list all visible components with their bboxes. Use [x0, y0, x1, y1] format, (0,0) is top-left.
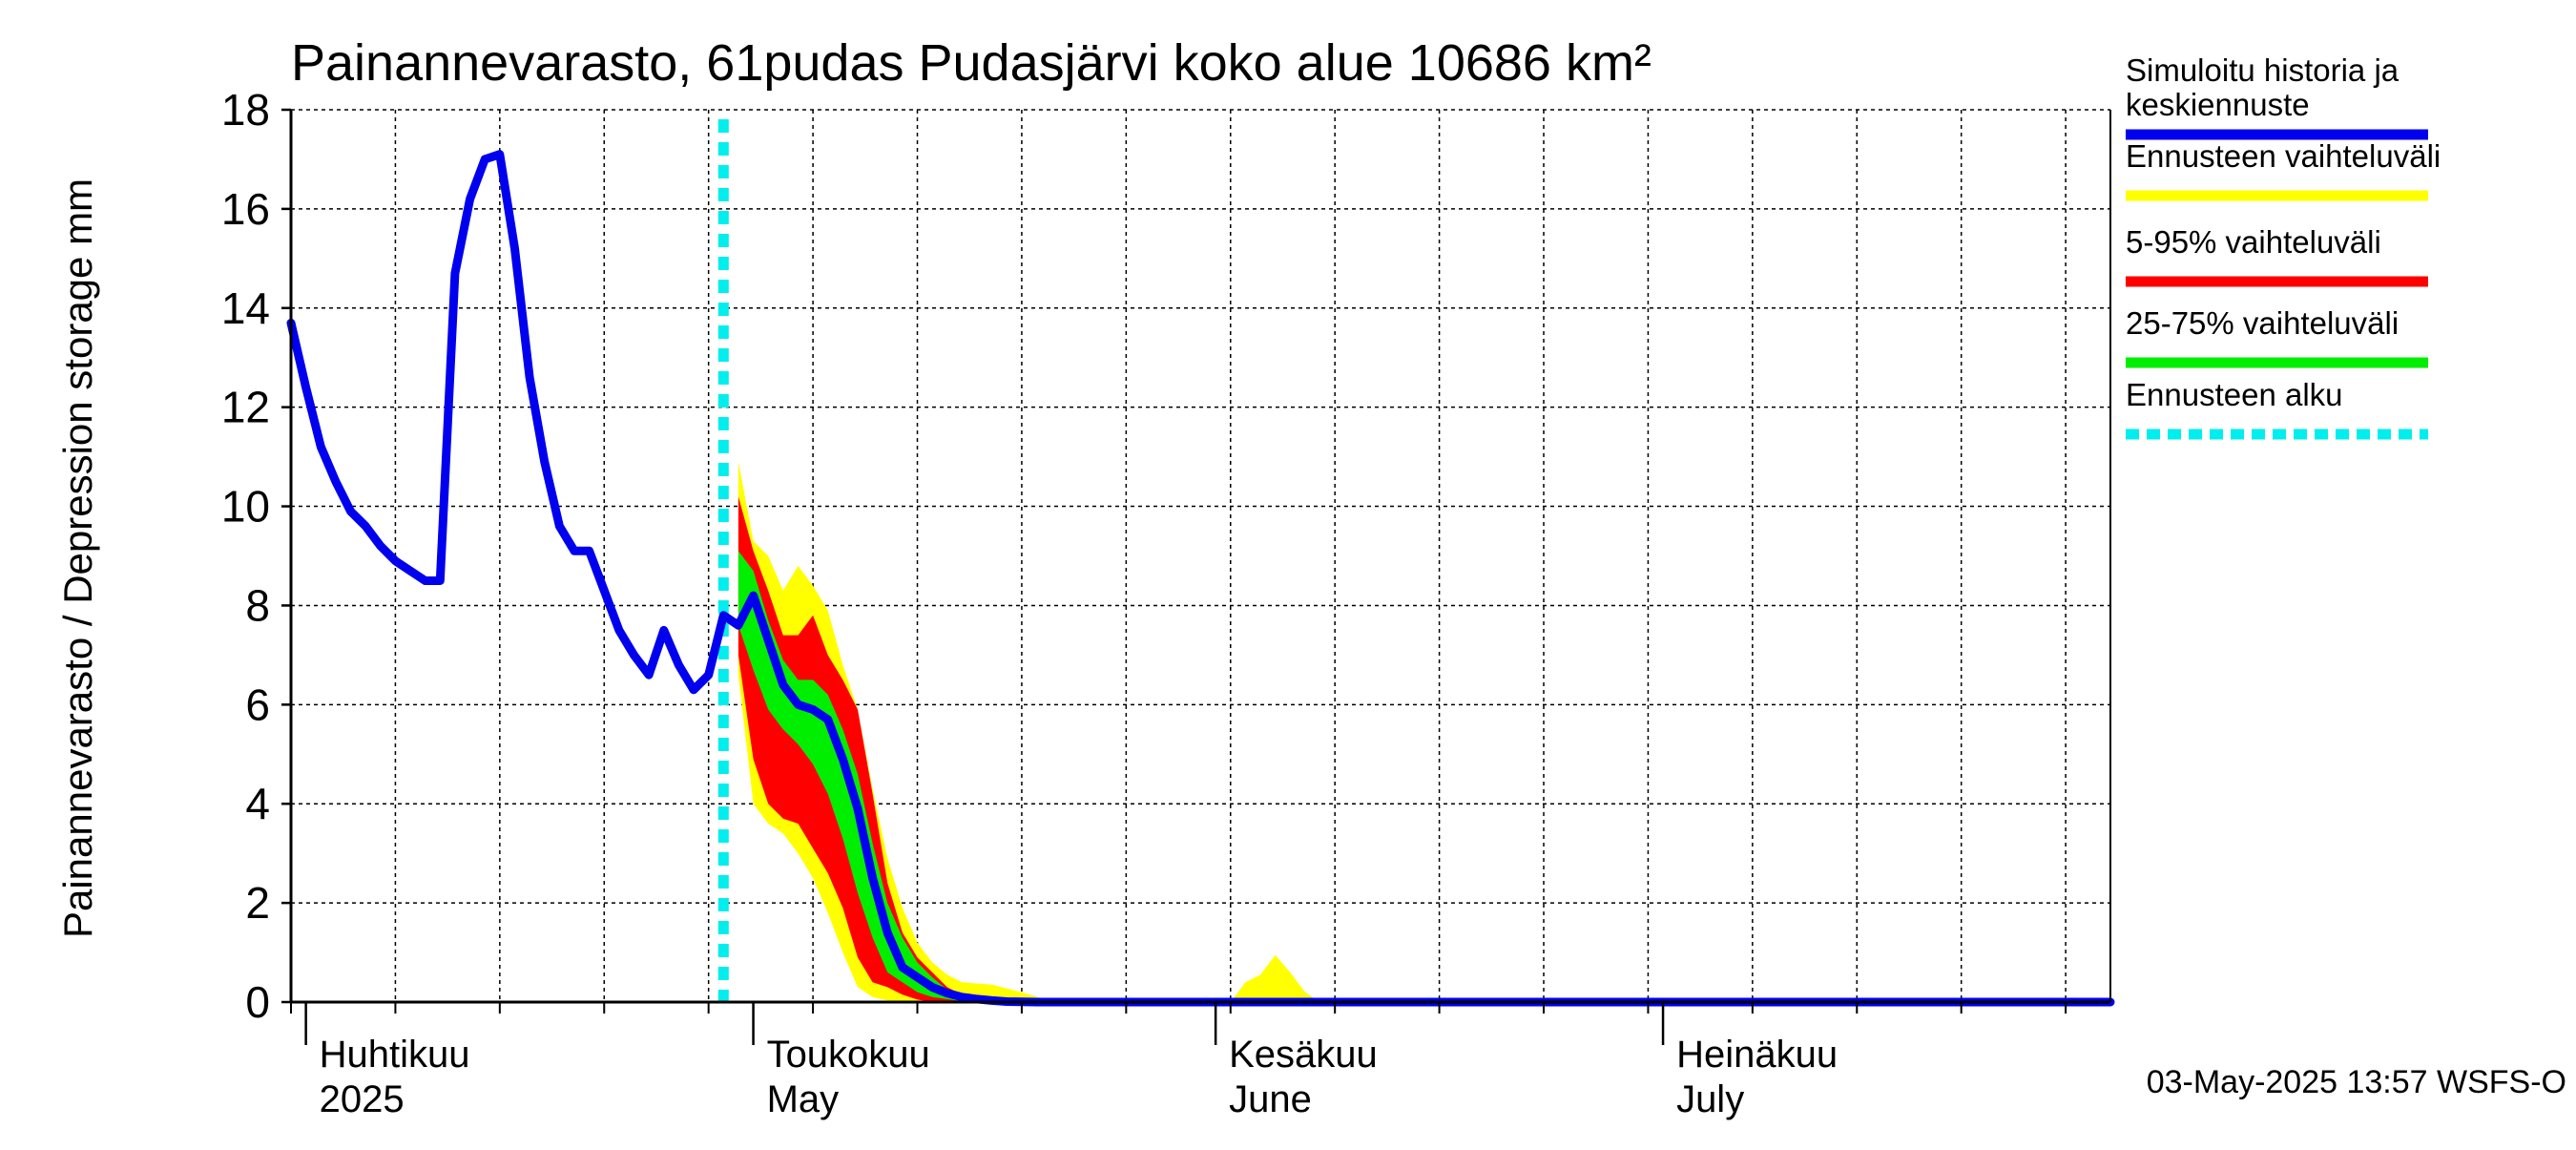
- band-range: [737, 461, 2110, 1002]
- month-label-fi: Toukokuu: [767, 1034, 930, 1076]
- legend-label-line2: keskiennuste: [2126, 87, 2310, 122]
- chart-title: Painannevarasto, 61pudas Pudasjärvi koko…: [291, 34, 1652, 92]
- month-label-en: June: [1229, 1078, 1312, 1120]
- band-p5-95: [737, 496, 2110, 1002]
- band-p25-75: [737, 551, 2110, 1002]
- month-label-en: May: [767, 1078, 840, 1120]
- y-tick-label: 12: [221, 383, 270, 432]
- y-tick-label: 16: [221, 184, 270, 234]
- y-tick-label: 14: [221, 283, 270, 333]
- series-line-median: [286, 150, 2115, 1007]
- series-lines: [286, 119, 2115, 1007]
- legend-label: 5-95% vaihteluväli: [2126, 224, 2381, 260]
- forecast-bands: [737, 461, 2110, 1002]
- y-tick-label: 18: [221, 85, 270, 135]
- y-tick-label: 4: [245, 779, 270, 828]
- month-label-en: July: [1676, 1078, 1744, 1120]
- legend-label: 25-75% vaihteluväli: [2126, 305, 2399, 341]
- month-label-en: 2025: [320, 1078, 405, 1120]
- timestamp-footer: 03-May-2025 13:57 WSFS-O: [2147, 1064, 2566, 1100]
- y-tick-label: 10: [221, 482, 270, 532]
- month-label-fi: Heinäkuu: [1676, 1034, 1838, 1076]
- legend-label: Ennusteen vaihteluväli: [2126, 138, 2441, 174]
- month-label-fi: Huhtikuu: [320, 1034, 470, 1076]
- gridlines: [291, 109, 2110, 1002]
- y-axis-label: Painannevarasto / Depression storage mm: [55, 178, 100, 938]
- y-tick-label: 0: [245, 977, 270, 1027]
- y-tick-label: 2: [245, 878, 270, 928]
- month-label-fi: Kesäkuu: [1229, 1034, 1378, 1076]
- y-tick-label: 6: [245, 680, 270, 729]
- y-tick-label: 8: [245, 580, 270, 630]
- legend-label: Ennusteen alku: [2126, 377, 2343, 412]
- legend-label: Simuloitu historia ja: [2126, 52, 2399, 88]
